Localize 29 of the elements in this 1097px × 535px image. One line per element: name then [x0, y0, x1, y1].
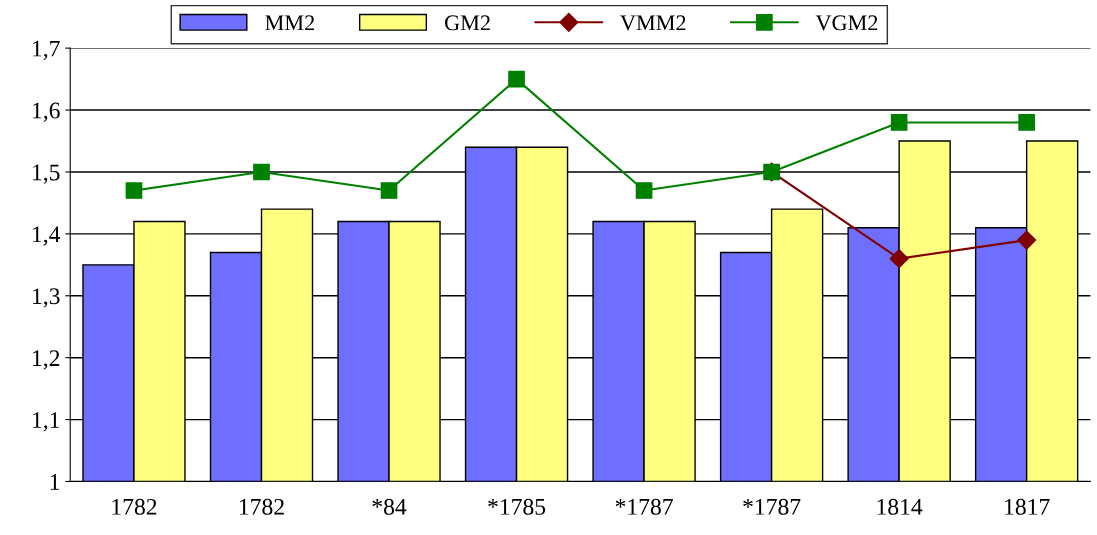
point: [890, 114, 908, 131]
x-tick-label: *84: [372, 498, 407, 515]
x-tick-label: 1817: [1005, 498, 1050, 515]
point: [125, 182, 143, 199]
y-tick-label: 1,5: [33, 164, 60, 184]
legend-label: MM2: [265, 15, 314, 31]
point: [508, 70, 525, 88]
point: [1018, 114, 1035, 131]
x-tick-label: *1787: [615, 498, 673, 515]
x-tick-label: 1814: [877, 498, 923, 515]
x-tick-label: *1787: [743, 498, 801, 515]
y-tick-label: 1,7: [33, 40, 60, 60]
x-tick-label: *1785: [488, 498, 546, 515]
legend-label: GM2: [445, 15, 490, 31]
y-tick-label: 1,2: [33, 350, 60, 370]
y-tick-label: 1: [50, 474, 60, 490]
point: [635, 182, 653, 199]
legend-label: VGM2: [815, 15, 878, 31]
point: [253, 163, 270, 181]
y-tick-label: 1,4: [33, 226, 61, 246]
y-tick-label: 1,1: [33, 412, 60, 432]
x-tick-label: 1782: [112, 498, 157, 515]
point: [1017, 230, 1037, 250]
y-tick-label: 1,6: [33, 102, 60, 122]
legend-label: VMM2: [620, 15, 686, 31]
y-tick-label: 1,3: [33, 288, 60, 308]
point: [380, 182, 398, 199]
point: [889, 249, 909, 269]
x-tick-label: 1782: [239, 498, 284, 515]
